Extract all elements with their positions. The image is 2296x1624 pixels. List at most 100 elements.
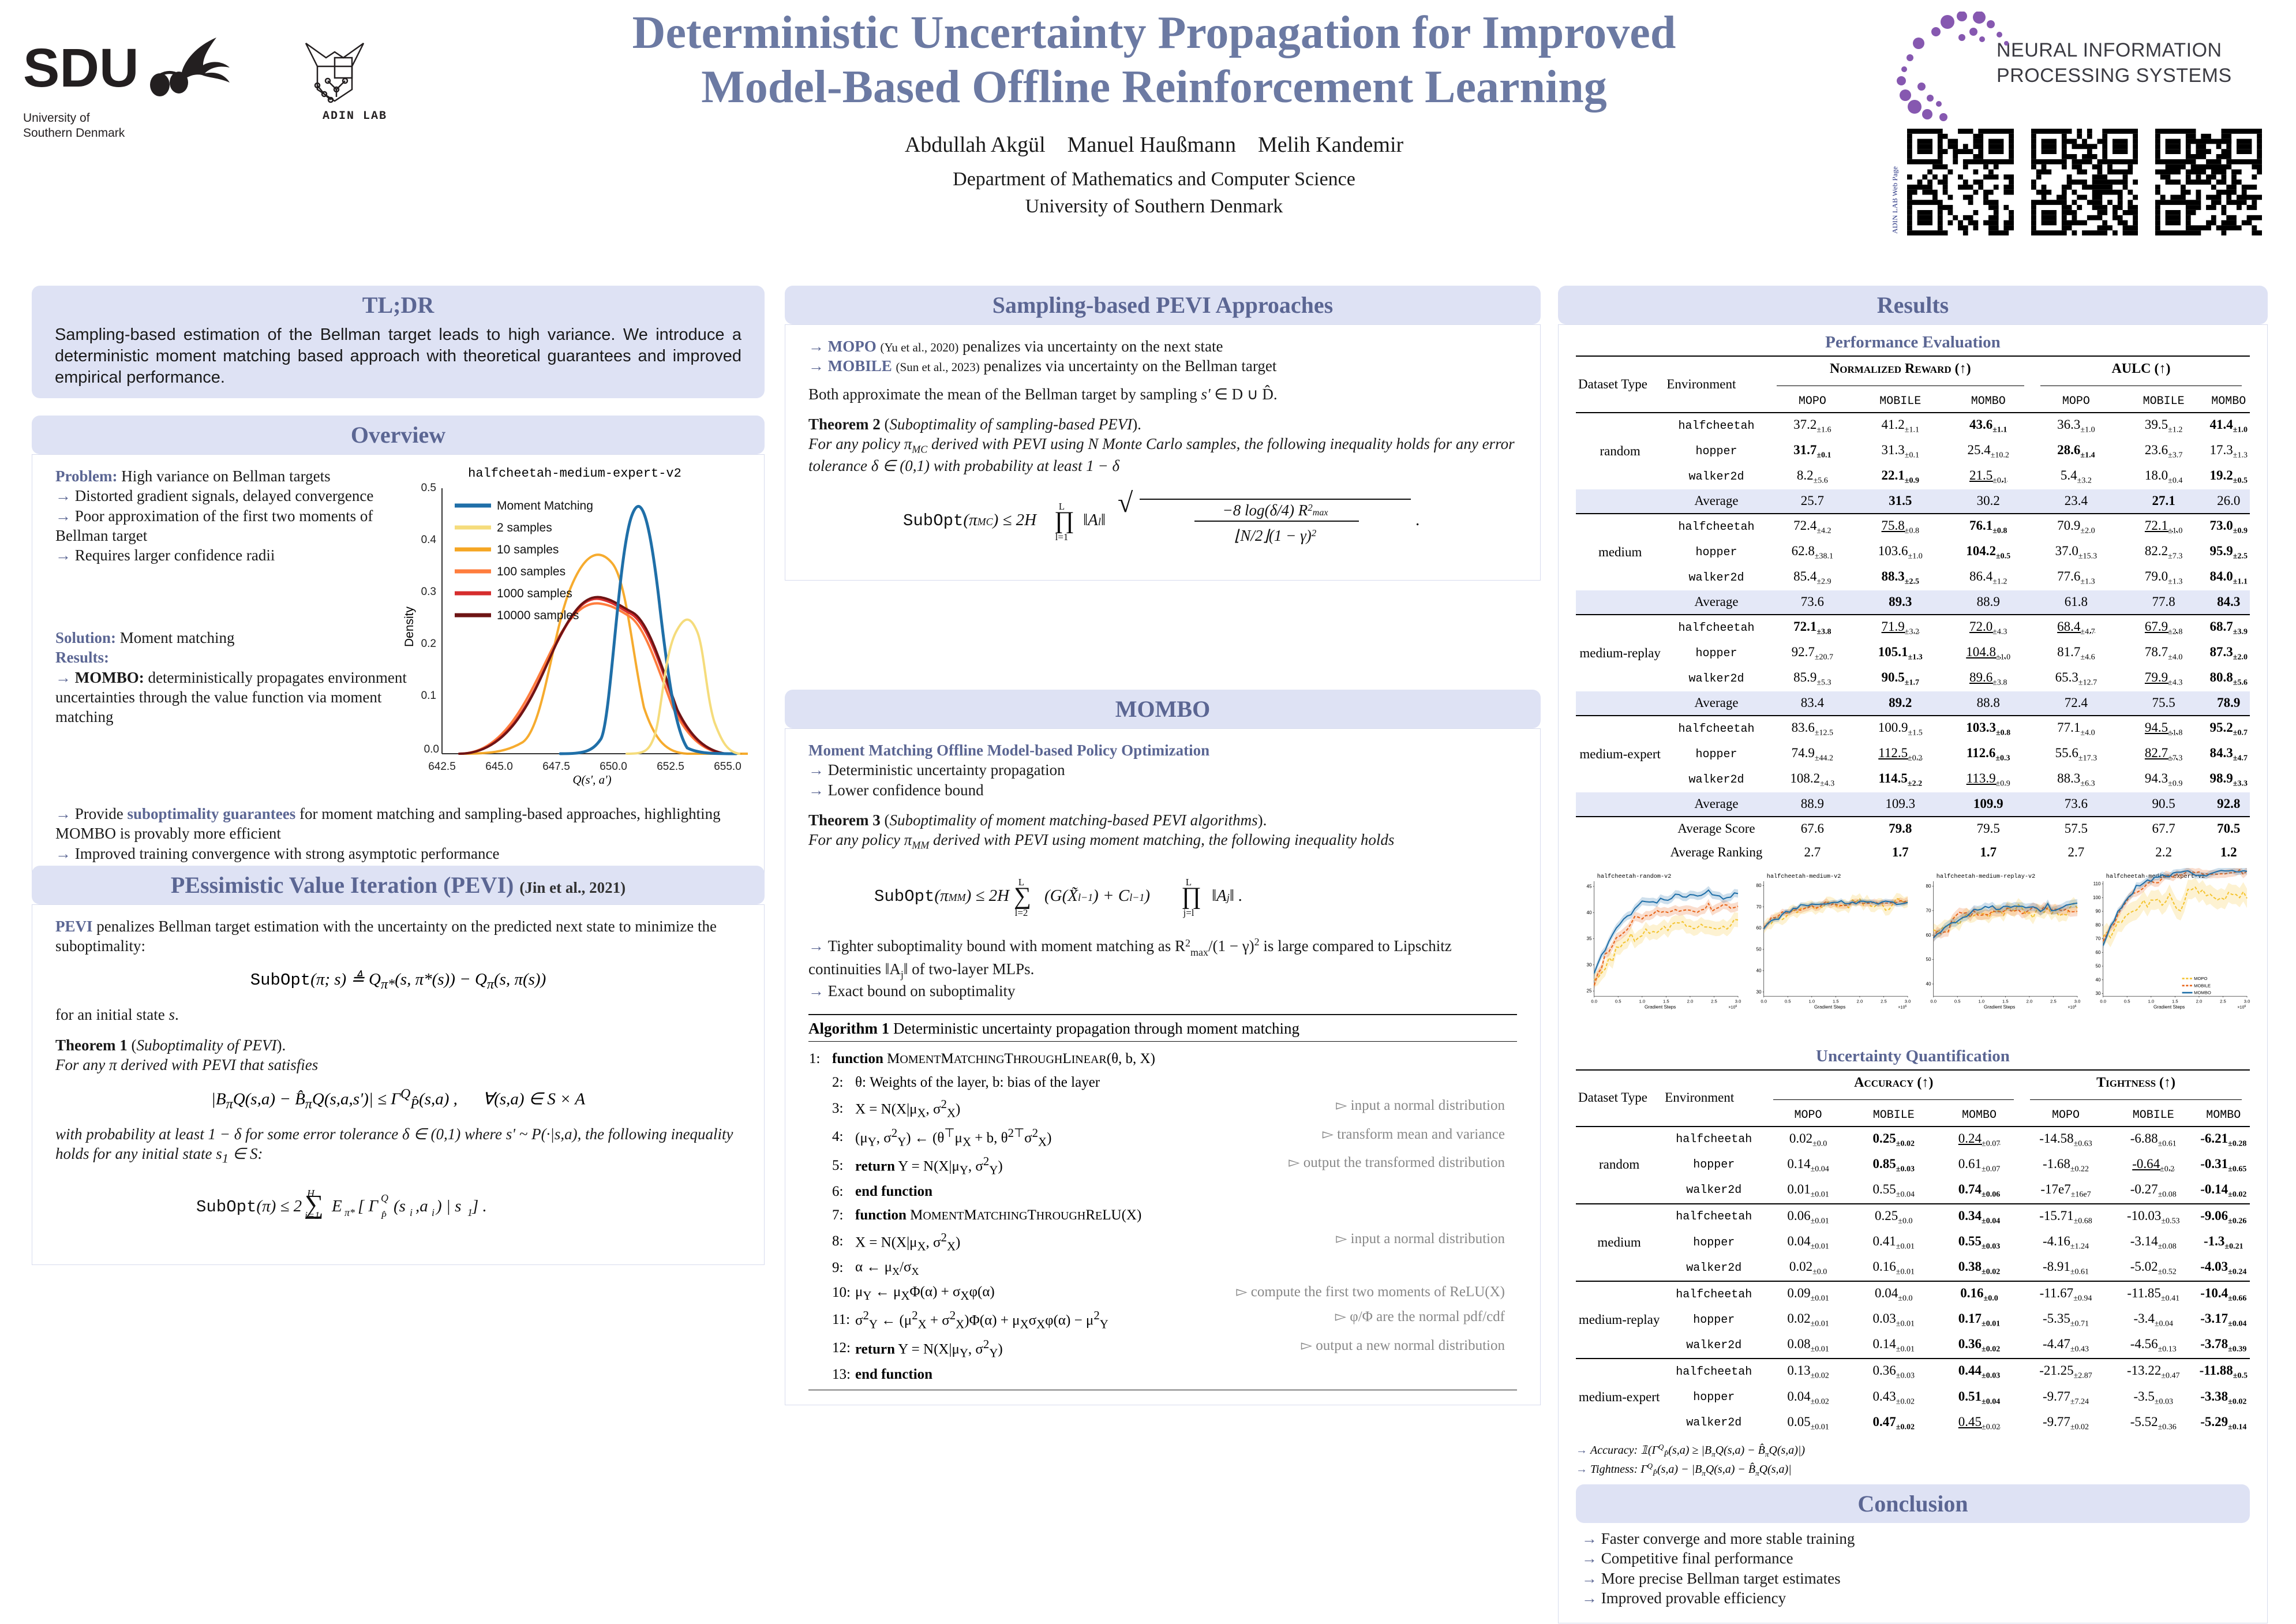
svg-text:40: 40 <box>1587 910 1593 915</box>
svg-text:35: 35 <box>1587 936 1593 941</box>
svg-text:2.0: 2.0 <box>1857 998 1863 1004</box>
svg-text:halfcheetah-medium-v2: halfcheetah-medium-v2 <box>1767 873 1841 880</box>
svg-text:80: 80 <box>2095 922 2101 927</box>
svg-text:×106: ×106 <box>1728 1005 1737 1010</box>
svg-text:SubOpt(π) ≤ 2: SubOpt(π) ≤ 2 <box>196 1197 302 1217</box>
svg-text:−8 log(δ/4) R2max: −8 log(δ/4) R2max <box>1223 502 1328 519</box>
svg-text:1.0: 1.0 <box>1978 998 1984 1004</box>
svg-text:25: 25 <box>1587 988 1593 993</box>
svg-text:0.0: 0.0 <box>1930 998 1937 1004</box>
svg-text:2 samples: 2 samples <box>497 521 552 534</box>
svg-text:∏: ∏ <box>1181 883 1201 910</box>
svg-text:60: 60 <box>1756 925 1762 930</box>
svg-text:MOPO: MOPO <box>2194 976 2207 981</box>
svg-text:1.0: 1.0 <box>2148 998 2154 1004</box>
svg-text:2.5: 2.5 <box>2050 998 2057 1004</box>
svg-text:0.5: 0.5 <box>1954 998 1961 1004</box>
svg-text:ADIN LAB Web Page: ADIN LAB Web Page <box>1893 166 1899 234</box>
svg-text:70: 70 <box>1926 908 1931 913</box>
svg-text:0.0: 0.0 <box>2100 998 2106 1004</box>
svg-text:0.0: 0.0 <box>1591 998 1597 1004</box>
svg-text:30: 30 <box>1587 962 1593 967</box>
svg-text:.: . <box>1415 511 1419 529</box>
svg-text:40: 40 <box>1756 968 1762 973</box>
svg-text:0.2: 0.2 <box>421 638 436 650</box>
svg-text:0.0: 0.0 <box>424 743 439 755</box>
svg-text:2.0: 2.0 <box>2026 998 2032 1004</box>
svg-text:1.5: 1.5 <box>2172 998 2178 1004</box>
svg-text:MOBILE: MOBILE <box>2194 983 2211 988</box>
svg-text:655.0: 655.0 <box>714 761 741 773</box>
svg-text:Gradient Steps: Gradient Steps <box>2153 1004 2185 1009</box>
svg-text:30: 30 <box>2095 991 2101 996</box>
svg-text:2.0: 2.0 <box>2196 998 2202 1004</box>
svg-text:647.5: 647.5 <box>542 761 570 773</box>
svg-text:0.5: 0.5 <box>1615 998 1621 1004</box>
svg-text:1.0: 1.0 <box>1808 998 1815 1004</box>
svg-text:3.0: 3.0 <box>1905 998 1911 1004</box>
svg-text:Q: Q <box>381 1192 388 1204</box>
svg-text:halfcheetah-medium-replay-v2: halfcheetah-medium-replay-v2 <box>1937 873 2035 880</box>
svg-text:1000 samples: 1000 samples <box>497 587 572 600</box>
svg-text:halfcheetah-random-v2: halfcheetah-random-v2 <box>1597 873 1672 880</box>
svg-text:1.5: 1.5 <box>1833 998 1839 1004</box>
svg-text:0.1: 0.1 <box>421 690 436 702</box>
svg-text:2.5: 2.5 <box>1711 998 1717 1004</box>
svg-text:SubOpt(πMC) ≤ 2H: SubOpt(πMC) ≤ 2H <box>903 511 1037 530</box>
svg-text:) | s: ) | s <box>435 1197 461 1215</box>
svg-text:10 samples: 10 samples <box>497 543 559 556</box>
svg-text:90: 90 <box>2095 908 2101 914</box>
svg-text:645.0: 645.0 <box>485 761 513 773</box>
svg-text:halfcheetah-medium-expert-v2: halfcheetah-medium-expert-v2 <box>468 466 681 481</box>
svg-text:0.4: 0.4 <box>421 534 437 546</box>
svg-text:80: 80 <box>1756 882 1762 888</box>
svg-text:π*: π* <box>344 1207 355 1218</box>
svg-text:0.0: 0.0 <box>1761 998 1767 1004</box>
svg-text:⌊N/2⌋(1 − γ)2: ⌊N/2⌋(1 − γ)2 <box>1234 527 1317 544</box>
svg-text:50: 50 <box>1926 957 1931 962</box>
svg-text:10000 samples: 10000 samples <box>497 609 579 622</box>
svg-text:i: i <box>432 1207 435 1218</box>
svg-text:3.0: 3.0 <box>1735 998 1741 1004</box>
svg-text:E: E <box>331 1197 342 1215</box>
svg-text:] .: ] . <box>471 1197 487 1215</box>
svg-text:30: 30 <box>1756 989 1762 994</box>
svg-text:50: 50 <box>2095 963 2101 968</box>
svg-text:60: 60 <box>2095 949 2101 955</box>
svg-text:60: 60 <box>1926 932 1931 937</box>
svg-text:∑: ∑ <box>305 1189 324 1219</box>
svg-text:,a: ,a <box>415 1197 428 1215</box>
svg-text:SubOpt(πMM) ≤ 2H: SubOpt(πMM) ≤ 2H <box>874 886 1010 906</box>
svg-text:3.0: 3.0 <box>2244 998 2250 1004</box>
svg-text:652.5: 652.5 <box>657 761 684 773</box>
svg-text:40: 40 <box>2095 977 2101 982</box>
svg-text:100: 100 <box>2093 895 2101 900</box>
svg-text:Gradient Steps: Gradient Steps <box>1645 1004 1676 1009</box>
svg-text:PROCESSING SYSTEMS: PROCESSING SYSTEMS <box>1997 65 2232 87</box>
svg-text:Moment Matching: Moment Matching <box>497 499 593 512</box>
svg-text:i: i <box>410 1207 413 1218</box>
svg-text:×106: ×106 <box>2237 1005 2246 1010</box>
svg-text:3.0: 3.0 <box>2074 998 2080 1004</box>
svg-text:Q(s', a'): Q(s', a') <box>572 773 611 787</box>
svg-text:NEURAL INFORMATION: NEURAL INFORMATION <box>1997 39 2222 61</box>
svg-text:‖Aj‖ .: ‖Aj‖ . <box>1212 886 1243 905</box>
svg-text:70: 70 <box>1756 904 1762 909</box>
svg-text:∑: ∑ <box>1014 883 1031 910</box>
svg-text:∏: ∏ <box>1054 507 1074 534</box>
svg-text:Gradient Steps: Gradient Steps <box>1814 1004 1845 1009</box>
svg-text:0.5: 0.5 <box>2124 998 2130 1004</box>
svg-text:80: 80 <box>1926 884 1931 889</box>
svg-text:P̂: P̂ <box>380 1210 387 1221</box>
svg-text:100 samples: 100 samples <box>497 565 565 578</box>
svg-text:1.5: 1.5 <box>2002 998 2009 1004</box>
svg-text:70: 70 <box>2095 936 2101 941</box>
svg-text:650.0: 650.0 <box>600 761 627 773</box>
svg-text:0.5: 0.5 <box>1785 998 1791 1004</box>
svg-text:110: 110 <box>2093 881 2100 886</box>
svg-text:√: √ <box>1118 488 1133 518</box>
svg-text:0.3: 0.3 <box>421 586 436 598</box>
svg-text:2.5: 2.5 <box>2220 998 2226 1004</box>
svg-text:Gradient Steps: Gradient Steps <box>1984 1004 2015 1009</box>
svg-text:×106: ×106 <box>2067 1005 2076 1010</box>
